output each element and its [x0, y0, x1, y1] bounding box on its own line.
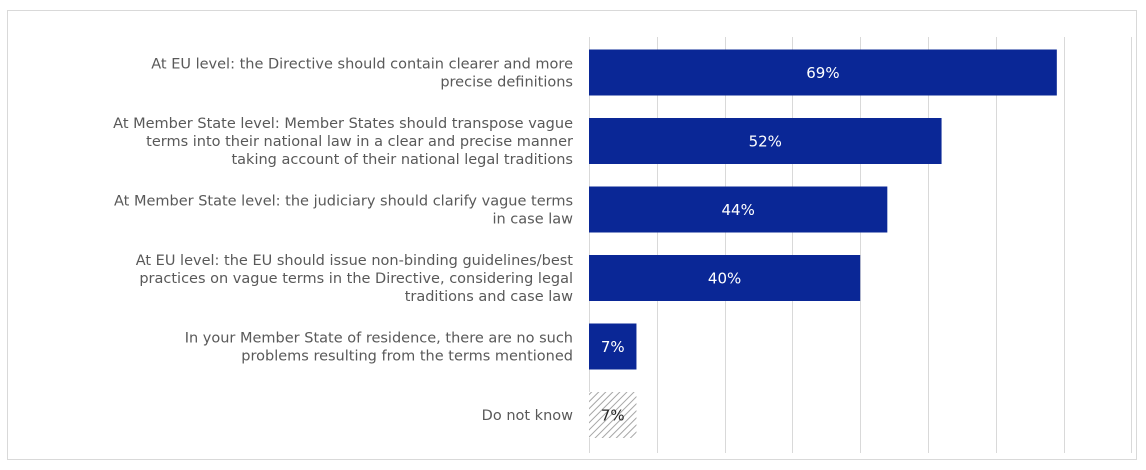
data-label: 52% — [749, 133, 782, 151]
data-label: 40% — [708, 270, 741, 288]
category-labels: At EU level: the Directive should contai… — [113, 57, 573, 425]
bar — [589, 255, 861, 301]
category-label: At Member State level: Member States sho… — [113, 116, 573, 168]
bar — [589, 118, 942, 164]
bar — [589, 323, 637, 370]
category-label: At Member State level: the judiciary sho… — [114, 194, 573, 228]
data-label: 44% — [721, 201, 754, 219]
category-label: At EU level: the Directive should contai… — [151, 57, 573, 91]
data-label: 69% — [806, 64, 839, 82]
bar — [589, 392, 637, 438]
bar — [589, 49, 1057, 96]
category-label: Do not know — [482, 408, 573, 424]
category-label: In your Member State of residence, there… — [185, 331, 573, 365]
gridlines — [589, 37, 1132, 453]
data-label: 7% — [601, 407, 625, 425]
data-label: 7% — [601, 338, 625, 356]
bar — [589, 186, 888, 233]
data-labels: 69% 52% 44% 40% 7% 7% — [601, 64, 840, 425]
category-label: At EU level: the EU should issue non-bin… — [136, 253, 574, 305]
bars — [589, 49, 1057, 438]
